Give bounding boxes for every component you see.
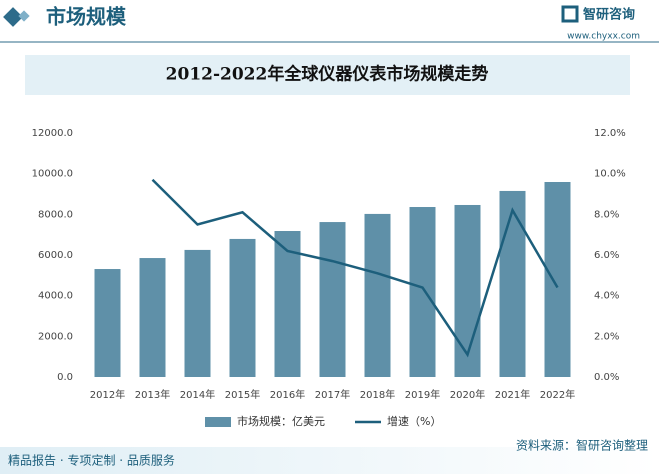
header-title: 市场规模	[46, 5, 127, 29]
plot: 0.0 2000.0 4000.0 6000.0 8000.0 10000.0 12000.…	[32, 128, 626, 428]
bar	[499, 190, 526, 377]
bar	[319, 222, 346, 377]
x-tick-label: 2018年	[360, 388, 395, 401]
x-tick-label: 2022年	[540, 388, 575, 401]
y2-tick-label: 10.0%	[594, 169, 626, 180]
y-tick-label: 8000.0	[38, 209, 73, 220]
y2-tick-label: 12.0%	[594, 128, 626, 139]
bar	[139, 258, 166, 377]
footer-source: 资料来源：智研咨询整理	[516, 438, 648, 453]
bar	[274, 231, 301, 377]
x-tick-label: 2013年	[135, 388, 170, 401]
y2-tick-label: 6.0%	[594, 250, 619, 261]
bar	[229, 238, 256, 377]
y-tick-label: 6000.0	[38, 250, 73, 261]
bar	[544, 182, 571, 377]
x-tick-label: 2017年	[315, 388, 350, 401]
x-tick-label: 2015年	[225, 388, 260, 401]
y-tick-label: 12000.0	[32, 128, 73, 139]
header-icon	[18, 10, 30, 22]
y-tick-label: 0.0	[57, 372, 73, 383]
bar	[94, 269, 121, 377]
url: www.chyxx.com	[567, 32, 640, 42]
y2-tick-label: 2.0%	[594, 331, 619, 342]
x-tick-label: 2012年	[90, 388, 125, 401]
bar	[409, 207, 436, 377]
y2-tick-label: 8.0%	[594, 209, 619, 220]
x-tick-label: 2016年	[270, 388, 305, 401]
x-tick-label: 2020年	[450, 388, 485, 401]
bar	[364, 213, 391, 377]
chart-title: 2012-2022年全球仪器仪表市场规模走势	[166, 64, 489, 85]
footer-slogan: 精品报告 · 专项定制 · 品质服务	[8, 453, 175, 468]
y-tick-label: 4000.0	[38, 291, 73, 302]
title-box	[25, 55, 630, 95]
header-icon	[3, 7, 23, 27]
x-tick-label: 2021年	[495, 388, 530, 401]
growth-line	[151, 178, 559, 358]
brand: 智研咨询	[583, 7, 635, 23]
bar	[454, 204, 481, 377]
y-tick-label: 2000.0	[38, 331, 73, 342]
y2-tick-label: 0.0%	[594, 372, 619, 383]
legend-label: 增速（%）	[387, 414, 441, 428]
legend-label: 市场规模：亿美元	[237, 414, 325, 428]
x-tick-label: 2014年	[180, 388, 215, 401]
logo-icon	[561, 5, 579, 23]
footer-band	[0, 447, 659, 474]
legend-swatch	[205, 417, 231, 427]
bar	[184, 249, 211, 377]
y-tick-label: 10000.0	[32, 169, 73, 180]
x-tick-label: 2019年	[405, 388, 440, 401]
y2-tick-label: 4.0%	[594, 291, 619, 302]
